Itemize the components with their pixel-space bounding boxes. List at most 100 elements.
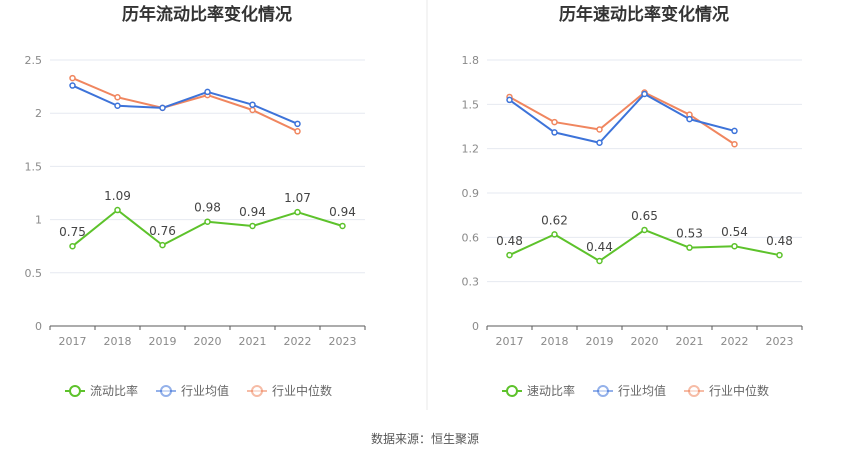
y-tick-label: 1.8 [462,54,480,67]
y-tick-label: 2 [35,107,42,120]
current-ratio-chart: 历年流动比率变化情况 0 0.5 1 1.5 2 2.5 2017 2018 2019 2020 20… [25,4,366,398]
data-point-company [204,218,211,225]
y-tick-label: 0 [35,320,42,333]
legend-marker-icon [251,385,263,397]
data-label: 0.62 [541,213,568,227]
x-tick-label: 2020 [631,335,659,348]
data-label: 1.07 [284,191,311,205]
data-point-company [159,241,166,249]
data-point-company [641,226,648,234]
data-point-company [731,242,738,250]
data-label: 0.98 [194,201,221,215]
y-tick-label: 1 [35,214,42,227]
data-point-industry_avg [69,82,76,89]
chart-title: 历年速动比率变化情况 [559,4,729,25]
data-point-industry_median [249,106,256,114]
data-label: 0.94 [239,205,266,219]
series-line-company [71,209,343,247]
data-point-industry_avg [249,101,256,108]
x-tick-label: 2020 [194,335,222,348]
chart-title: 历年流动比率变化情况 [122,4,292,25]
y-tick-label: 0.3 [462,276,480,289]
legend-label: 速动比率 [527,383,575,398]
data-point-industry_median [551,118,558,126]
y-tick-label: 2.5 [25,54,43,67]
x-tick-label: 2023 [329,335,357,348]
data-label: 0.54 [721,225,748,239]
data-point-industry_avg [551,129,558,136]
legend-item-industry_avg: 行业均值 [156,383,229,398]
x-tick-label: 2019 [149,335,177,348]
x-tick-label: 2019 [586,335,614,348]
data-point-industry_median [114,93,121,101]
data-label: 0.65 [631,209,658,223]
x-tick-label: 2021 [676,335,704,348]
data-point-industry_avg [596,139,603,147]
data-label: 1.09 [104,189,131,203]
data-label: 0.75 [59,225,86,239]
data-point-industry_avg [731,127,738,135]
data-label: 0.53 [676,227,703,241]
quick-ratio-chart: 历年速动比率变化情况 0 0.3 0.6 0.9 1.2 1.5 1.8 2017 2018 201… [462,4,803,398]
data-point-industry_avg [294,120,301,128]
data-point-industry_median [69,74,76,82]
series-line-industry_median [509,91,736,146]
legend-label: 行业中位数 [709,383,769,398]
series-line-industry_avg [72,84,298,125]
data-point-industry_median [294,128,301,135]
data-label: 0.76 [149,224,176,238]
legend-item-industry_avg: 行业均值 [593,383,666,398]
data-point-industry_avg [204,88,211,96]
y-tick-label: 0 [472,320,479,333]
x-tick-label: 2022 [721,335,749,348]
data-point-company [686,244,693,251]
data-point-company [249,222,256,230]
data-label: 0.94 [329,205,356,219]
x-tick-label: 2018 [541,335,569,348]
legend-item-industry_median: 行业中位数 [684,383,769,398]
data-point-company [294,208,301,216]
x-tick-label: 2018 [104,335,132,348]
legend-label: 行业均值 [181,383,229,398]
data-point-industry_median [596,126,603,133]
legend-item-company: 流动比率 [65,383,138,398]
data-point-company [114,206,121,214]
data-point-company [69,242,76,250]
y-tick-label: 0.6 [462,231,480,244]
x-tick-label: 2021 [239,335,267,348]
legend-marker-icon [69,385,81,397]
data-point-industry_median [731,140,738,148]
data-point-company [506,251,513,259]
data-point-company [596,257,603,265]
data-label: 0.48 [496,234,523,248]
y-tick-label: 1.2 [462,143,480,156]
y-tick-label: 0.9 [462,187,480,200]
x-tick-label: 2017 [59,335,87,348]
legend-marker-icon [597,385,609,397]
x-tick-label: 2017 [496,335,524,348]
y-tick-label: 1.5 [462,98,480,111]
legend-marker-icon [160,385,172,397]
data-point-industry_avg [686,115,693,123]
x-tick-label: 2022 [284,335,312,348]
data-point-company [339,222,346,230]
y-tick-label: 1.5 [25,160,43,173]
data-label: 0.44 [586,240,613,254]
data-point-company [776,251,783,259]
x-tick-label: 2023 [766,335,794,348]
legend-label: 行业中位数 [272,383,332,398]
y-tick-label: 0.5 [25,267,43,280]
legend-marker-icon [688,385,700,397]
legend-item-industry_median: 行业中位数 [247,383,332,398]
legend-label: 行业均值 [618,383,666,398]
legend-item-company: 速动比率 [502,383,575,398]
legend-label: 流动比率 [90,383,138,398]
series-line-industry_avg [508,92,735,144]
data-point-company [551,231,558,238]
data-point-industry_avg [159,104,166,112]
data-point-industry_avg [641,90,648,98]
source-note: 数据来源：恒生聚源 [371,431,479,446]
series-line-industry_median [72,77,298,133]
legend-marker-icon [506,385,518,397]
